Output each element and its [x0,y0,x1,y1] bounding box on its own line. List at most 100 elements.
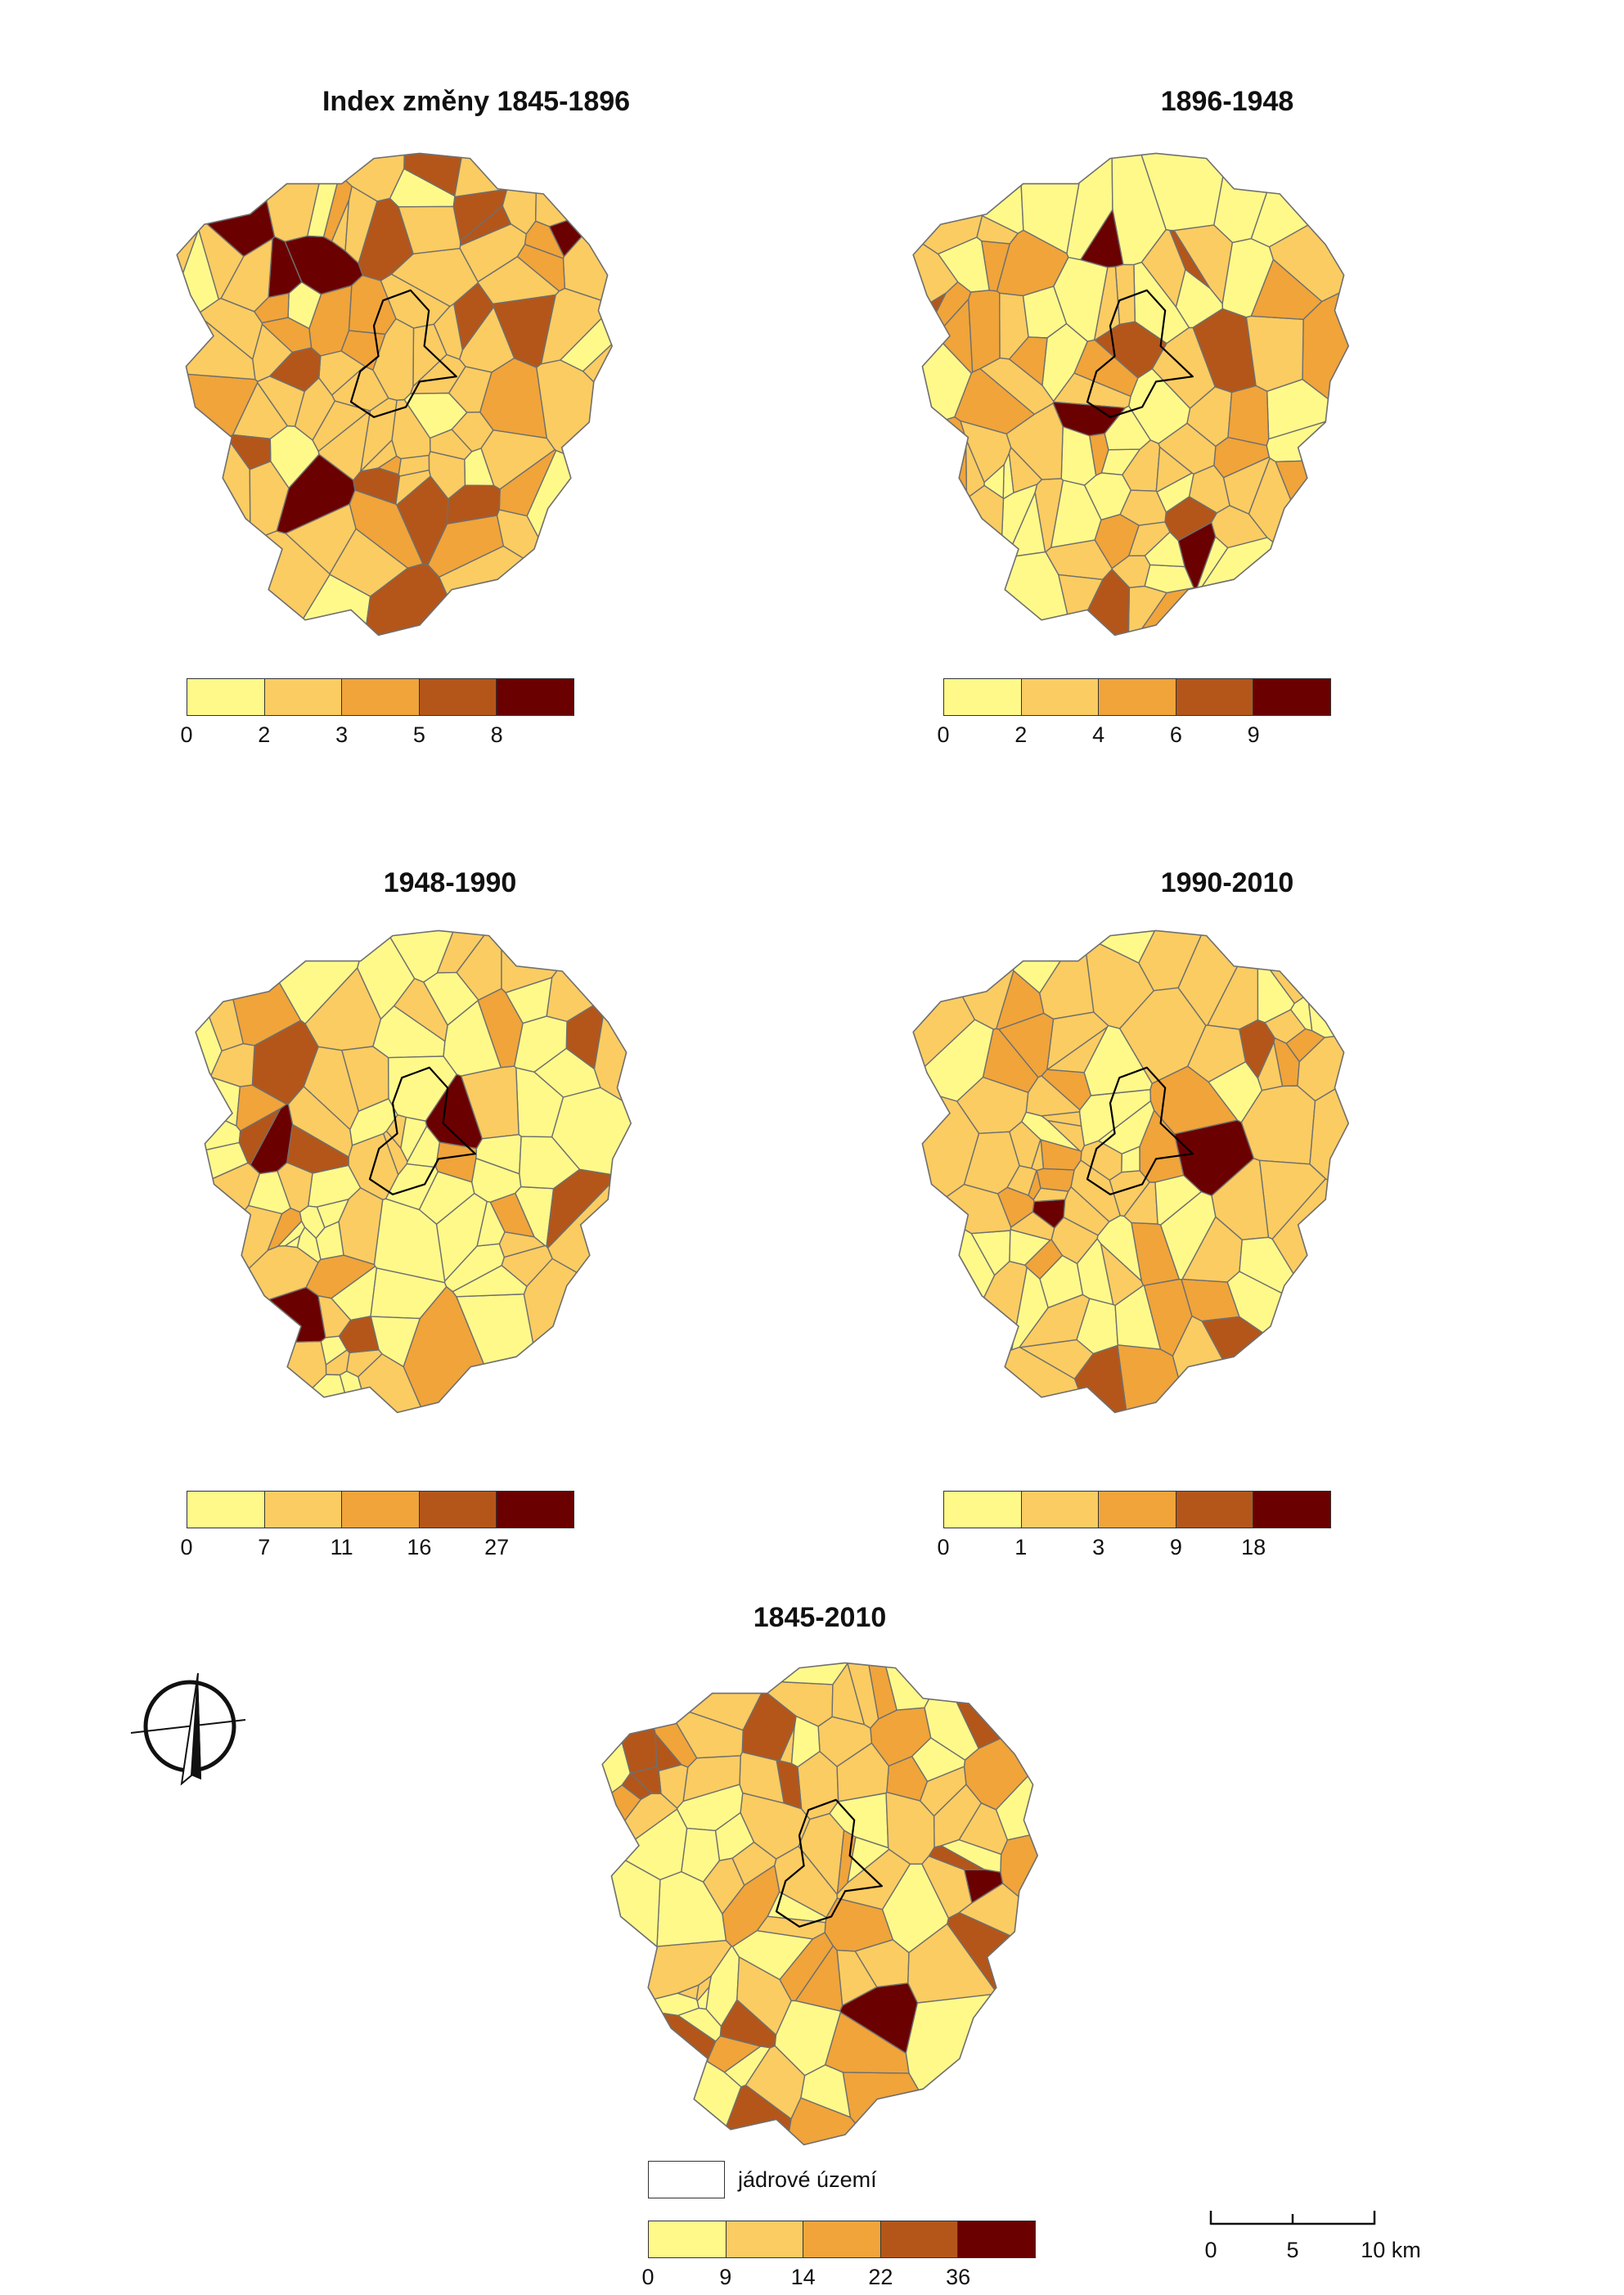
choropleth-map-1948-1990 [195,929,632,1414]
municipality-region [427,515,504,578]
municipality-region [1009,336,1048,386]
legend-swatch-2 [264,1492,343,1528]
municipality-region [523,1258,632,1413]
municipality-region [602,1663,658,1774]
legend-break-label: 3 [1092,1535,1105,1559]
legend-break-label: 27 [484,1535,510,1559]
legend-break-label: 16 [407,1535,432,1559]
legend-swatch-2 [264,679,343,715]
municipality-region [390,248,479,308]
legend-break-label: 4 [1092,722,1105,747]
core-territory-outline [368,1066,476,1195]
legend-swatch-5 [958,2221,1035,2257]
legend-break-label: 9 [719,2265,732,2289]
legend-color-bar [648,2221,1036,2258]
legend-break-label: 1 [1014,1535,1028,1559]
municipality-region [1208,1061,1262,1123]
municipality-region [702,1857,745,1915]
legend-color-bar [943,1491,1331,1528]
municipality-region [1250,259,1323,320]
municipality-region [831,1663,865,1726]
municipality-region [1173,224,1233,304]
municipality-region [209,1042,255,1087]
municipality-region [425,1073,483,1150]
municipality-region [562,191,613,306]
municipality-region [842,2072,960,2145]
choropleth-map-1845-2010 [601,1662,1039,2146]
legend-break-label: 0 [641,2265,655,2289]
legend-swatch-2 [1021,1492,1100,1528]
municipality-region [682,1755,741,1802]
legend-swatch-2 [726,2221,804,2257]
municipality-region [267,1208,303,1251]
municipality-region [533,1047,601,1098]
legend-swatch-3 [1099,1492,1176,1528]
municipality-region [756,1915,826,1940]
municipality-region [341,1046,389,1112]
scale-bar: 0 5 10 km [1203,2209,1421,2266]
municipality-region [380,930,458,983]
core-territory-outline [1086,1066,1194,1195]
municipality-region [353,467,401,505]
core-territory-label: jádrové území [738,2167,877,2192]
municipality-region [317,1295,352,1339]
legend-1845-2010: 0 9 14 22 36 [641,2221,1036,2291]
municipality-region [905,1993,1038,2145]
municipality-region [677,1984,700,2000]
municipality-region [254,292,290,324]
legend-swatch-5 [497,679,574,715]
legend-swatch-4 [1176,679,1254,715]
legend-swatch-3 [803,2221,881,2257]
municipality-region [177,437,251,597]
municipality-region [913,551,1074,636]
municipality-region [1006,492,1046,558]
municipality-region [349,489,424,569]
municipality-region [372,317,415,401]
legend-swatch-1 [187,679,265,715]
core-territory-outline [349,289,457,418]
municipality-region [1040,1139,1082,1171]
region-outline [195,929,632,1414]
municipality-region [1083,935,1154,1029]
municipality-region [456,930,502,1001]
legend-break-label: 36 [946,2265,971,2289]
municipality-region [866,1663,897,1720]
municipality-region [514,1015,568,1073]
municipality-region [913,153,983,255]
legend-swatch-2 [1021,679,1100,715]
legend-break-label: 6 [1169,722,1182,747]
municipality-region [885,1791,935,1865]
municipality-region [1275,458,1349,623]
municipality-region [452,188,508,242]
municipality-region [1143,1278,1193,1357]
municipality-region [1140,229,1186,308]
legend-break-label: 0 [937,1535,950,1559]
core-territory-legend: jádrové území [648,2161,877,2198]
scale-bar-graphic [1209,2211,1376,2225]
region-outline [912,152,1350,637]
municipality-region [546,1168,619,1249]
municipality-region [284,1235,301,1249]
legend-break-label: 9 [1247,722,1260,747]
municipality-region [476,1200,506,1247]
legend-break-label: 8 [490,722,503,747]
legend-swatch-1 [649,2221,727,2257]
legend-break-label: 5 [412,722,425,747]
legend-break-label: 11 [330,1535,353,1559]
legend-break-label: 9 [1169,1535,1182,1559]
choropleth-map-1845-1896 [176,152,614,637]
legend-swatch-3 [342,1492,420,1528]
municipality-region [1005,403,1064,480]
region-outline [912,929,1350,1414]
municipality-region [1227,385,1270,447]
municipality-region [664,1703,744,1759]
scale-label-10: 10 km [1361,2238,1421,2262]
municipality-region [220,237,273,313]
municipality-region [913,484,1005,636]
municipality-region [400,1116,428,1163]
municipality-region [394,978,448,1042]
legend-1845-1896: 0 2 3 5 8 [180,678,574,749]
legend-color-bar [187,678,574,716]
municipality-region [736,1956,792,2036]
municipality-region [602,2060,742,2145]
